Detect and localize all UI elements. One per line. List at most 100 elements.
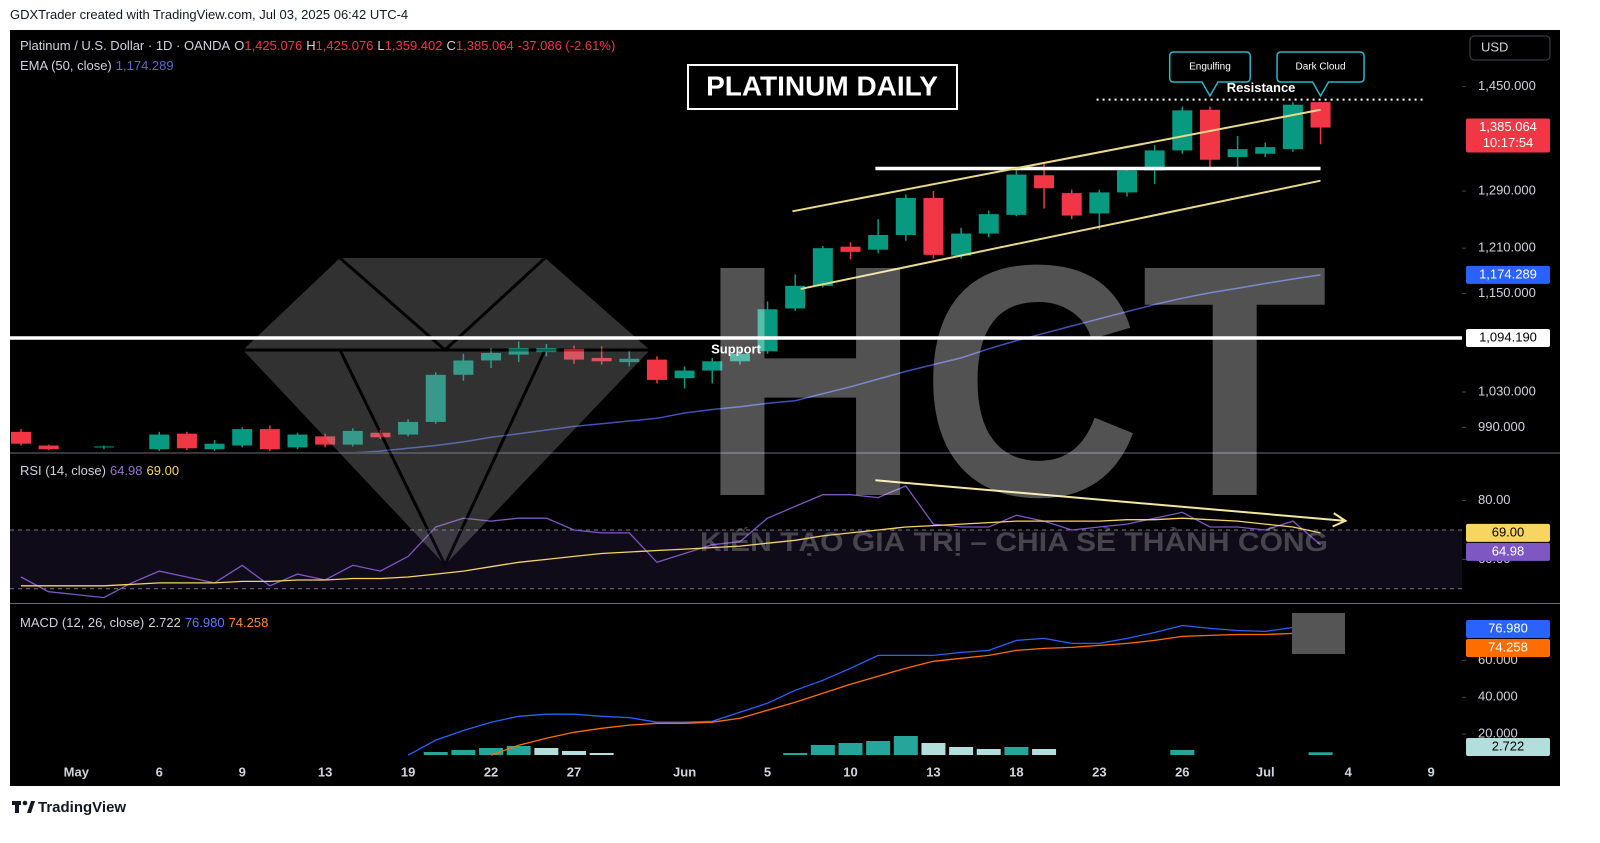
y-tick-label: 1,290.000 <box>1478 182 1536 197</box>
trendline <box>800 179 1321 290</box>
y-tick-label: 20.000 <box>1478 726 1518 741</box>
candle-body <box>812 248 833 286</box>
candle-body <box>1255 147 1276 154</box>
y-tick-label: 80.00 <box>1478 492 1511 507</box>
histogram-bar <box>589 753 614 755</box>
candle-body <box>149 434 170 450</box>
x-tick-label: 6 <box>156 764 163 779</box>
x-tick-label: 18 <box>1009 764 1023 779</box>
histogram-bar <box>562 751 586 755</box>
candle-body <box>1034 175 1055 189</box>
candle-body <box>287 434 308 448</box>
ema-legend: EMA (50, close) 1,174.289 <box>20 58 178 73</box>
x-tick-label: 26 <box>1175 764 1189 779</box>
ohlc-key: H <box>306 38 316 53</box>
logo-facet <box>338 349 547 569</box>
candle-body <box>425 374 446 422</box>
x-tick-label: 13 <box>318 764 332 779</box>
histogram-bar <box>423 752 448 755</box>
macd-line <box>407 624 1321 756</box>
y-tick-label: 1,030.000 <box>1478 383 1536 398</box>
candle-body <box>342 430 363 445</box>
watermark-logo: HCT <box>700 196 1328 565</box>
candle-body <box>398 421 419 435</box>
x-tick-label: May <box>64 764 90 779</box>
last-price-label: 1,385.064 <box>1479 119 1537 134</box>
candle-body <box>646 359 667 380</box>
histogram-bar <box>838 743 863 755</box>
macd-line <box>490 632 1321 756</box>
ema-label-box <box>1466 265 1550 284</box>
macd-pane <box>407 624 1333 756</box>
candle-body <box>1089 192 1110 214</box>
candle-body <box>508 347 529 355</box>
histogram-value: 2.722 <box>148 615 181 630</box>
histogram-bar <box>866 741 891 755</box>
histogram-bar <box>1170 750 1195 755</box>
indicator-label-box <box>1466 523 1550 542</box>
watermark-tagline: KIẾN TẠO GIÁ TRỊ – CHIA SẺ THÀNH CÔNG <box>700 525 1328 557</box>
callout-label: Dark Cloud <box>1296 62 1346 73</box>
candle-body <box>176 433 197 449</box>
candle-body <box>757 309 778 352</box>
candle-body <box>370 432 391 438</box>
candle-body <box>232 429 253 446</box>
candle-body <box>868 234 889 250</box>
histogram-bar <box>479 748 504 755</box>
logo-part <box>27 801 35 813</box>
candle-body <box>923 197 944 255</box>
y-tick-label: 1,450.000 <box>1478 78 1536 93</box>
x-tick-label: Jun <box>673 764 696 779</box>
ohlc-key: L <box>377 38 385 53</box>
rsi-value: 64.98 <box>109 463 143 478</box>
candle-body <box>1282 104 1303 150</box>
divergence-arrow <box>875 479 1346 522</box>
y-tick-label: 40.000 <box>1478 689 1518 704</box>
candle-body <box>785 285 806 309</box>
rsi-pane <box>10 479 1462 599</box>
x-tick-label: Jul <box>1256 764 1275 779</box>
candle-body <box>619 358 640 363</box>
candle-body <box>1117 170 1137 193</box>
last-price-label-countdown: 10:17:54 <box>1483 135 1534 150</box>
macd-title: MACD (12, 26, close) <box>20 615 145 630</box>
indicator-label-box <box>1466 542 1550 561</box>
arrow-head <box>1332 512 1348 528</box>
histogram-bar <box>949 747 974 755</box>
trendline <box>792 108 1321 213</box>
indicator-label: 69.00 <box>1492 524 1525 539</box>
indicator-line <box>20 485 1321 599</box>
candle-body <box>951 233 972 256</box>
ohlc-value: 1,359.402 <box>384 38 443 53</box>
callout-box <box>1276 51 1365 98</box>
macd-label: 76.980 <box>1488 620 1528 635</box>
callout-label: Engulfing <box>1189 62 1231 73</box>
ohlc-value: 1,425.076 <box>315 38 374 53</box>
symbol: Platinum / U.S. Dollar · 1D · OANDA <box>20 38 231 53</box>
y-tick-label: 1,210.000 <box>1478 240 1536 255</box>
chart-title: PLATINUM DAILY <box>706 70 938 101</box>
macd-value: 76.980 <box>184 615 225 630</box>
level-value-label: 1,094.190 <box>1479 329 1537 344</box>
ohlc-value: 1,425.076 <box>244 38 303 53</box>
candle-body <box>1310 102 1331 128</box>
indicator-label: 64.98 <box>1492 543 1525 558</box>
ohlc-value: 1,385.064 <box>455 38 514 53</box>
rsi-ma-value: 69.00 <box>146 463 180 478</box>
logo-part <box>22 800 28 806</box>
histogram-bar <box>810 745 835 755</box>
candle-body <box>729 353 750 362</box>
ohlc-key: O <box>234 38 245 53</box>
candle-body <box>453 360 474 375</box>
histogram-bar <box>1004 747 1029 755</box>
logo-diamond <box>243 258 650 565</box>
annotations: PLATINUM DAILY Support Resistance Engulfin… <box>10 51 1462 356</box>
candle-body <box>1006 174 1027 215</box>
footer: TradingView <box>38 799 127 816</box>
histogram-bar <box>1032 749 1057 755</box>
ohlc-key: C <box>446 38 456 53</box>
candle-body <box>93 446 114 448</box>
candle-body <box>895 197 916 235</box>
candle-body <box>1144 150 1165 171</box>
